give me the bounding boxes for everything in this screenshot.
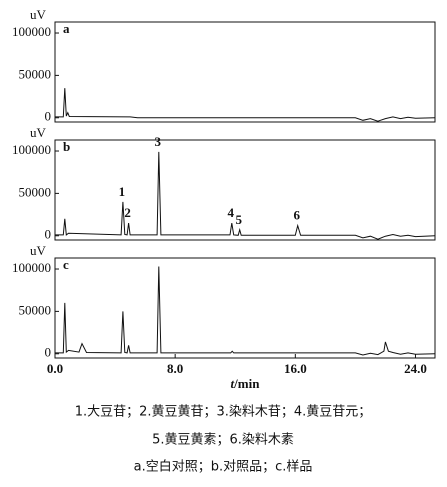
chromatogram-line bbox=[55, 151, 436, 240]
panel-frame bbox=[54, 139, 436, 241]
x-tick-label: 24.0 bbox=[404, 361, 427, 376]
y-tick-label: 50000 bbox=[19, 66, 52, 81]
y-tick-label: 100000 bbox=[12, 260, 51, 275]
y-tick-label: 50000 bbox=[19, 302, 52, 317]
y-axis-label: uV bbox=[30, 125, 47, 140]
x-tick-label: 0.0 bbox=[47, 361, 63, 376]
x-axis-label-var: t bbox=[231, 376, 235, 391]
caption-line: 5.黄豆黄素；6.染料木素 bbox=[152, 433, 294, 448]
y-tick-label: 0 bbox=[45, 109, 52, 124]
peak-label: 6 bbox=[293, 208, 300, 223]
chromatogram-line bbox=[55, 88, 436, 122]
y-axis-label: uV bbox=[30, 243, 47, 258]
y-tick-label: 0 bbox=[45, 345, 52, 360]
x-axis-label-unit: /min bbox=[233, 376, 260, 391]
panel-frame bbox=[54, 21, 436, 123]
y-tick-label: 100000 bbox=[12, 24, 51, 39]
peak-label: 2 bbox=[124, 205, 131, 220]
x-tick-label: 8.0 bbox=[167, 361, 183, 376]
y-tick-label: 100000 bbox=[12, 142, 51, 157]
peak-label: 5 bbox=[235, 212, 242, 227]
panel-frame bbox=[54, 257, 436, 359]
y-axis-label: uV bbox=[30, 7, 47, 22]
peak-label: 3 bbox=[155, 134, 162, 149]
y-tick-label: 50000 bbox=[19, 184, 52, 199]
x-tick-label: 16.0 bbox=[284, 361, 307, 376]
panel-label: b bbox=[63, 139, 70, 154]
peak-label: 4 bbox=[228, 205, 235, 220]
panel-label: a bbox=[63, 21, 70, 36]
x-axis-label: t/min bbox=[231, 376, 261, 391]
caption-line: 1.大豆苷；2.黄豆黄苷；3.染料木苷；4.黄豆苷元； bbox=[75, 405, 372, 420]
chromatogram-line bbox=[55, 266, 436, 356]
panel-label: c bbox=[63, 257, 69, 272]
peak-label: 1 bbox=[119, 184, 126, 199]
y-tick-label: 0 bbox=[45, 227, 52, 242]
caption-line: a.空白对照；b.对照品；c.样品 bbox=[134, 459, 313, 475]
